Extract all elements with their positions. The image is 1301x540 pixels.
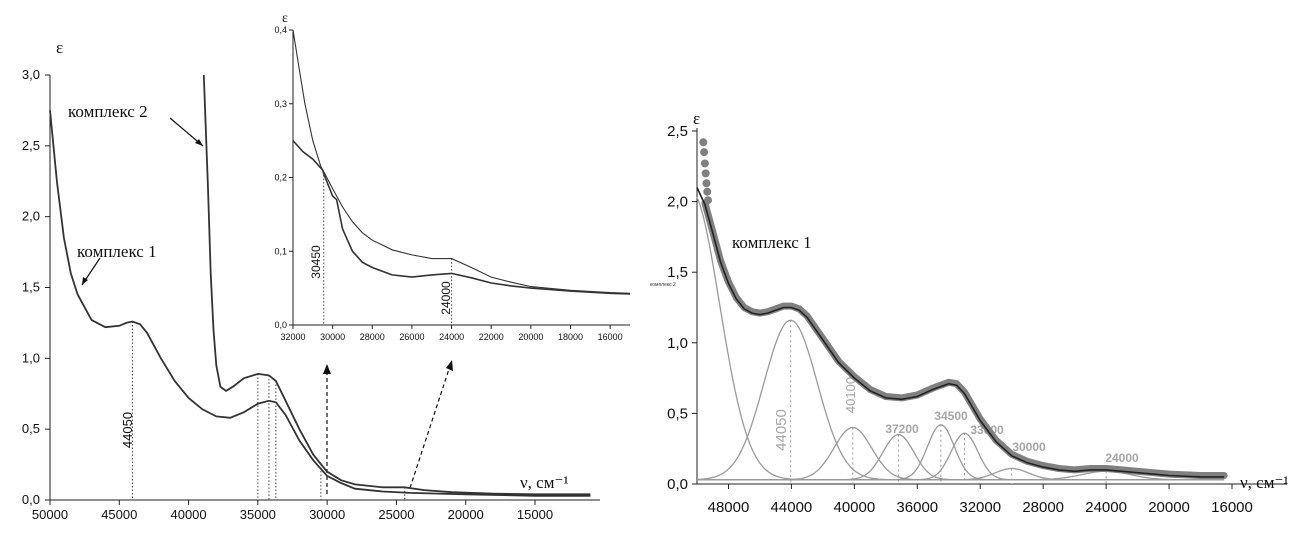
left-ytick-label: 1,0: [22, 350, 40, 365]
right-ylabel: ε: [693, 109, 700, 128]
inset-ytick-label: 0,3: [274, 99, 287, 109]
right-ytick-label: 0,5: [667, 405, 688, 422]
left-ytick-label: 1,5: [22, 280, 40, 295]
right-experimental-dot: [701, 169, 710, 178]
left-annotation-complex2: комплекс 2: [68, 102, 148, 121]
right-experimental-dot: [699, 138, 708, 147]
left-chart: ε ν, см⁻¹ комплекс 2 комплекс 1 44050 0,…: [22, 38, 600, 522]
right-xtick-label: 16000: [1211, 499, 1253, 516]
inset-xtick-label: 22000: [479, 332, 504, 342]
right-gaussian-band: [697, 470, 1224, 481]
right-ytick-label: 2,0: [667, 194, 688, 211]
zoom-arrow-2: [409, 365, 451, 489]
inset-xtick-label: 28000: [360, 332, 385, 342]
right-band-label: 30000: [1012, 440, 1046, 454]
left-ytick-label: 0,5: [22, 421, 40, 436]
inset-chart: ε 30450 24000 0,0 0,1 0,2 0,3 0,4 32000 30000 2…: [274, 11, 631, 342]
inset-ytick-label: 0,2: [274, 173, 287, 183]
left-xtick-label: 20000: [448, 507, 484, 522]
right-xtick-label: 40000: [833, 499, 875, 516]
left-annotation-complex1: комплекс 1: [77, 242, 157, 261]
zoom-arrow-2-head: [446, 360, 453, 371]
right-xtick-label: 36000: [896, 499, 938, 516]
inset-label-24000: 24000: [439, 281, 453, 315]
inset-xtick-label: 30000: [320, 332, 345, 342]
right-ytick-label: 0,0: [667, 476, 688, 493]
right-xtick-label: 48000: [708, 499, 750, 516]
right-experimental-dot: [700, 159, 709, 168]
right-band-label: 34500: [934, 409, 968, 423]
inset-ytick-label: 0,1: [274, 246, 287, 256]
inset-xtick-label: 20000: [518, 332, 543, 342]
left-xtick-label: 35000: [240, 507, 276, 522]
left-xtick-label: 25000: [378, 507, 414, 522]
left-ytick-label: 2,5: [22, 138, 40, 153]
inset-ylabel: ε: [282, 11, 288, 26]
right-band-label: 40100: [843, 377, 858, 413]
right-xtick-label: 24000: [1085, 499, 1127, 516]
right-band-label: 44050: [773, 409, 790, 451]
left-arrow-complex2-head: [195, 139, 203, 146]
left-arrow-complex1-head: [82, 277, 88, 285]
right-xtick-label: 20000: [1148, 499, 1190, 516]
left-series-line: [49, 110, 591, 497]
left-xtick-label: 30000: [309, 507, 345, 522]
left-series-line: [202, 74, 591, 496]
left-ytick-label: 3,0: [22, 67, 40, 82]
inset-xtick-label: 32000: [280, 332, 305, 342]
right-experimental-band: [701, 199, 1228, 479]
right-ytick-label: 1,0: [667, 335, 688, 352]
right-experimental-dot: [704, 196, 713, 205]
right-experimental-dot: [700, 148, 709, 157]
right-ytick-label: 2,5: [667, 123, 688, 140]
left-xtick-label: 15000: [517, 507, 553, 522]
inset-label-30450: 30450: [309, 245, 323, 279]
right-chart: ε ν, см⁻¹ комплекс 1 комплекс 2 0,0 0,5 1,…: [650, 109, 1289, 516]
right-experimental-dot: [702, 179, 711, 188]
inset-xtick-label: 26000: [399, 332, 424, 342]
right-gaussian-band: [696, 319, 1224, 481]
inset-ytick-label: 0,4: [274, 25, 287, 35]
left-xtick-label: 40000: [170, 507, 206, 522]
right-ytick-label: 1,5: [667, 264, 688, 281]
right-xtick-label: 44000: [771, 499, 813, 516]
right-band-label: 37200: [885, 422, 919, 436]
right-band-label: 24000: [1105, 451, 1139, 465]
inset-xtick-label: 16000: [598, 332, 623, 342]
left-ylabel: ε: [56, 38, 63, 57]
zoom-arrow-1-head: [323, 364, 331, 374]
left-xtick-label: 45000: [101, 507, 137, 522]
inset-xtick-label: 18000: [558, 332, 583, 342]
right-annotation-complex1: комплекс 1: [732, 233, 812, 252]
left-xtick-label: 50000: [32, 507, 68, 522]
inset-xtick-label: 24000: [439, 332, 464, 342]
inset-ytick-label: 0,0: [274, 320, 287, 330]
left-peak-label-44050: 44050: [120, 412, 135, 448]
right-annotation-complex2: комплекс 2: [650, 282, 676, 288]
left-ytick-label: 2,0: [22, 209, 40, 224]
left-xlabel: ν, см⁻¹: [520, 473, 569, 492]
right-xlabel: ν, см⁻¹: [1240, 473, 1289, 492]
right-experimental-dot: [703, 187, 712, 196]
inset-series-line: [292, 29, 631, 294]
left-ytick-label: 0,0: [22, 492, 40, 507]
inset-axes: [292, 30, 630, 326]
right-xtick-label: 28000: [1022, 499, 1064, 516]
right-xtick-label: 32000: [959, 499, 1001, 516]
inset-series-line: [292, 140, 631, 295]
right-fit-line: [696, 187, 1225, 478]
